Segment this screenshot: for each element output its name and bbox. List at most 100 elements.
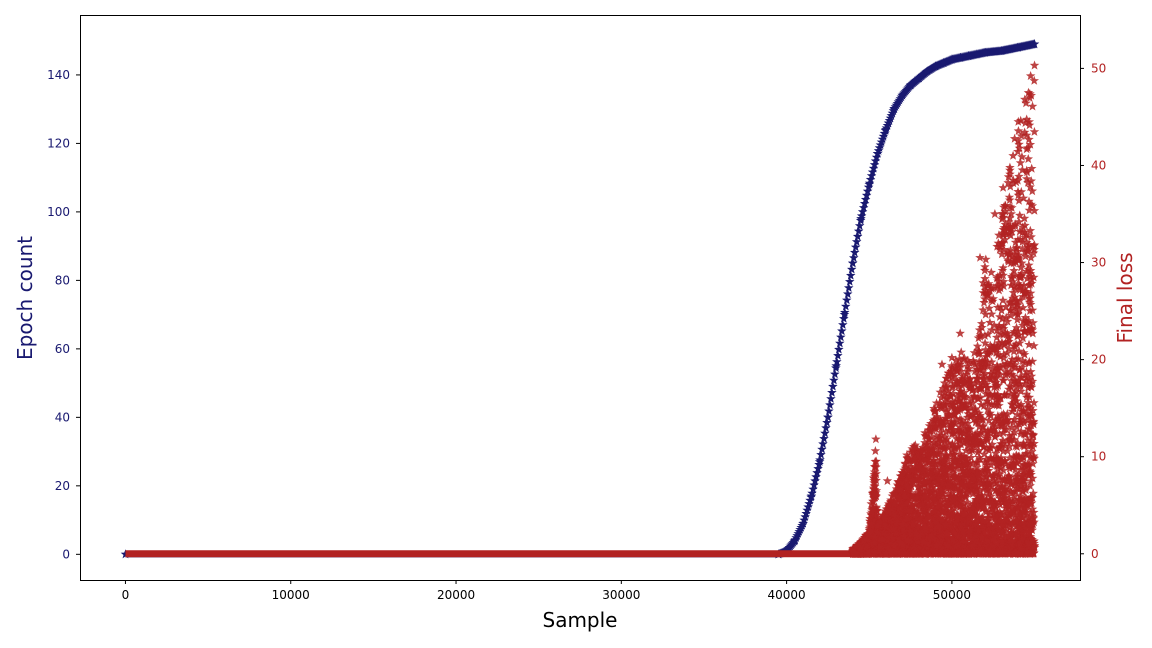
final-loss-point bbox=[992, 461, 1002, 471]
final-loss-point bbox=[1029, 397, 1039, 407]
final-loss-point bbox=[959, 353, 970, 363]
final-loss-point bbox=[1006, 479, 1017, 489]
final-loss-point bbox=[1006, 310, 1016, 320]
final-loss-point bbox=[995, 244, 1005, 254]
final-loss-point bbox=[991, 485, 1001, 495]
final-loss-point bbox=[1006, 305, 1016, 315]
final-loss-point bbox=[1007, 354, 1017, 364]
final-loss-point bbox=[1026, 420, 1036, 430]
final-loss-point bbox=[1002, 328, 1013, 338]
epoch-count-point bbox=[868, 163, 879, 173]
final-loss-point bbox=[980, 361, 990, 371]
final-loss-point bbox=[948, 468, 959, 478]
final-loss-point bbox=[975, 392, 986, 402]
final-loss-point bbox=[1020, 499, 1031, 509]
final-loss-point bbox=[1011, 516, 1021, 526]
final-loss-point bbox=[991, 468, 1001, 478]
final-loss-point bbox=[966, 402, 976, 412]
final-loss-point bbox=[942, 473, 952, 483]
epoch-count-point bbox=[811, 471, 821, 481]
final-loss-point bbox=[982, 541, 993, 550]
final-loss-point bbox=[999, 490, 1010, 500]
final-loss-point bbox=[1015, 281, 1026, 291]
final-loss-point bbox=[1027, 101, 1038, 111]
final-loss-point bbox=[929, 414, 940, 424]
final-loss-point bbox=[901, 540, 911, 550]
final-loss-point bbox=[989, 475, 999, 485]
final-loss-point bbox=[997, 314, 1008, 323]
final-loss-point bbox=[938, 463, 948, 473]
epoch-count-point bbox=[821, 423, 831, 433]
epoch-count-point bbox=[971, 49, 982, 59]
final-loss-point bbox=[935, 402, 945, 412]
final-loss-point bbox=[1000, 200, 1010, 210]
final-loss-point bbox=[994, 285, 1004, 295]
final-loss-point bbox=[994, 469, 1005, 479]
final-loss-point bbox=[1014, 451, 1024, 461]
final-loss-point bbox=[880, 506, 890, 516]
final-loss-point bbox=[899, 501, 909, 511]
final-loss-point bbox=[1009, 346, 1019, 356]
final-loss-point bbox=[907, 501, 918, 511]
final-loss-point bbox=[1000, 338, 1011, 348]
final-loss-point bbox=[924, 445, 935, 455]
final-loss-point bbox=[962, 412, 973, 422]
epoch-count-point bbox=[846, 270, 856, 280]
epoch-count-point bbox=[871, 152, 882, 162]
epoch-count-point bbox=[862, 186, 873, 196]
final-loss-point bbox=[1000, 234, 1010, 244]
epoch-count-point bbox=[1029, 39, 1040, 49]
final-loss-point bbox=[1004, 333, 1014, 343]
final-loss-point bbox=[986, 481, 997, 491]
final-loss-point bbox=[1006, 258, 1016, 268]
final-loss-point bbox=[932, 476, 943, 486]
final-loss-point bbox=[1005, 486, 1016, 496]
final-loss-point bbox=[980, 457, 990, 467]
final-loss-point bbox=[1014, 143, 1025, 153]
final-loss-point bbox=[955, 414, 965, 424]
final-loss-point bbox=[1018, 193, 1029, 203]
final-loss-point bbox=[1020, 428, 1031, 438]
final-loss-point bbox=[973, 377, 983, 387]
final-loss-point bbox=[913, 543, 924, 553]
final-loss-point bbox=[993, 411, 1003, 420]
final-loss-point bbox=[1027, 356, 1038, 366]
final-loss-point bbox=[952, 405, 962, 415]
final-loss-point bbox=[1023, 154, 1033, 164]
epoch-count-point bbox=[808, 484, 818, 494]
final-loss-point bbox=[988, 542, 998, 552]
final-loss-point bbox=[987, 439, 997, 449]
final-loss-point bbox=[974, 445, 984, 455]
final-loss-point bbox=[994, 429, 1005, 439]
final-loss-point bbox=[868, 530, 879, 540]
final-loss-point bbox=[923, 429, 933, 439]
final-loss-point bbox=[955, 394, 966, 404]
final-loss-point bbox=[947, 397, 958, 407]
final-loss-point bbox=[1029, 244, 1039, 254]
final-loss-point bbox=[1020, 247, 1030, 257]
final-loss-point bbox=[990, 521, 1001, 531]
final-loss-point bbox=[1013, 175, 1023, 185]
final-loss-point bbox=[977, 322, 987, 332]
final-loss-point bbox=[923, 490, 933, 500]
final-loss-point bbox=[991, 448, 1001, 458]
final-loss-point bbox=[1009, 486, 1020, 496]
final-loss-point bbox=[949, 454, 959, 464]
final-loss-point bbox=[905, 464, 916, 474]
final-loss-point bbox=[1017, 461, 1027, 471]
final-loss-point bbox=[1010, 297, 1020, 307]
final-loss-point bbox=[1002, 316, 1013, 326]
final-loss-point bbox=[1001, 416, 1011, 426]
final-loss-point bbox=[929, 485, 940, 495]
final-loss-point bbox=[950, 409, 960, 419]
final-loss-point bbox=[937, 473, 948, 483]
final-loss-point bbox=[992, 508, 1003, 518]
final-loss-point bbox=[968, 466, 978, 476]
final-loss-point bbox=[885, 500, 895, 510]
final-loss-point bbox=[927, 464, 938, 474]
final-loss-point bbox=[912, 522, 923, 532]
final-loss-point bbox=[1014, 195, 1024, 205]
final-loss-point bbox=[1016, 411, 1027, 421]
epoch-count-point bbox=[827, 387, 837, 397]
final-loss-point bbox=[1014, 512, 1024, 522]
